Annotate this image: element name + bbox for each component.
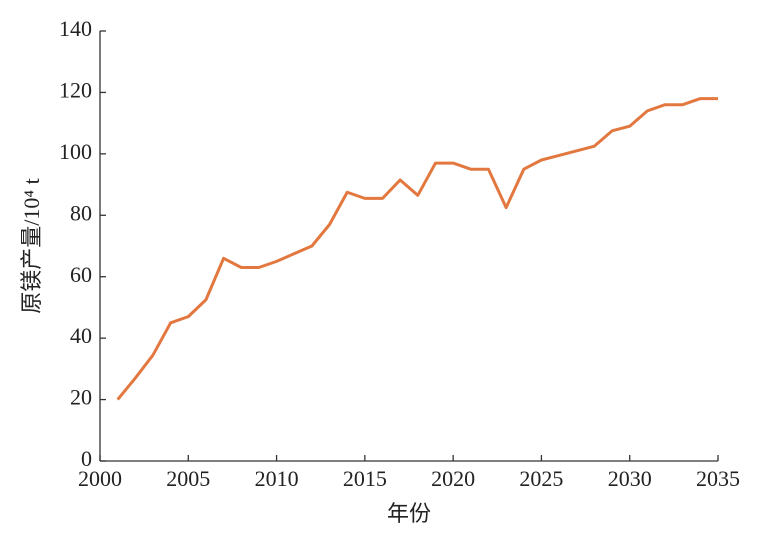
- x-tick-label: 2005: [166, 466, 210, 491]
- x-tick-label: 2015: [343, 466, 387, 491]
- x-axis-label: 年份: [387, 501, 431, 526]
- x-tick-label: 2030: [608, 466, 652, 491]
- x-tick-label: 2025: [519, 466, 563, 491]
- y-axis-label: 原镁产量/10⁴ t: [19, 178, 44, 313]
- data-line: [116, 97, 718, 401]
- y-tick-label: 80: [70, 200, 92, 225]
- y-tick-label: 60: [70, 262, 92, 287]
- x-tick-label: 2020: [431, 466, 475, 491]
- y-tick-label: 20: [70, 385, 92, 410]
- y-tick-label: 120: [59, 77, 92, 102]
- y-tick-label: 140: [59, 16, 92, 41]
- x-tick-label: 2010: [255, 466, 299, 491]
- y-tick-label: 0: [81, 446, 92, 471]
- y-tick-label: 40: [70, 323, 92, 348]
- x-tick-label: 2035: [696, 466, 740, 491]
- y-tick-label: 100: [59, 139, 92, 164]
- x-tick-label: 2000: [78, 466, 122, 491]
